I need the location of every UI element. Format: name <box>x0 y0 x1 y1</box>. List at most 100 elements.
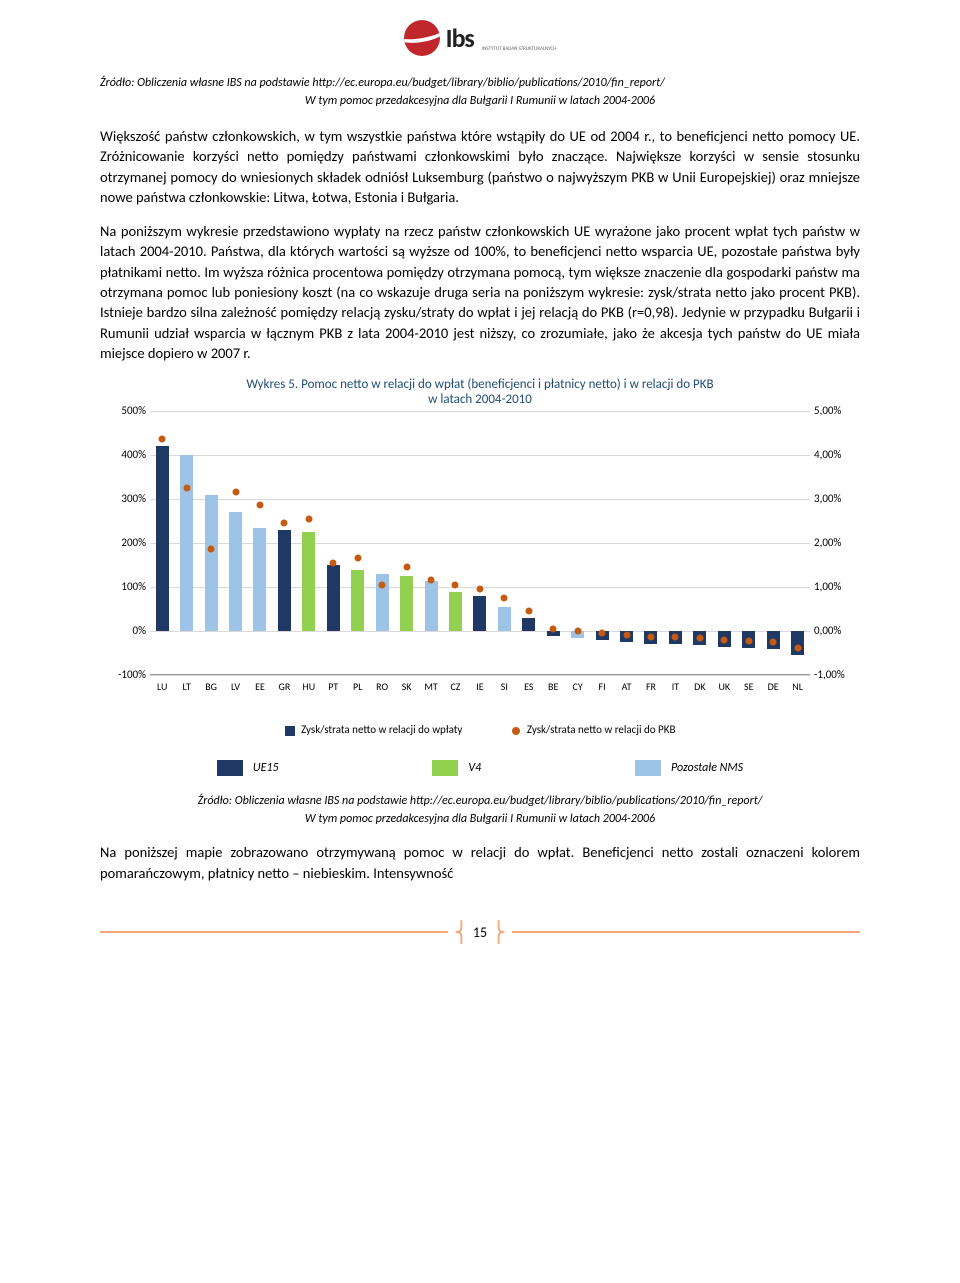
marker-dot <box>330 559 337 566</box>
y-right-label: 2,00% <box>814 536 860 549</box>
page-number: 15 <box>473 924 487 941</box>
paragraph-3: Na poniższej mapie zobrazowano otrzymywa… <box>100 842 860 883</box>
header-logo: Ibs INSTYTUT BADAŃ STRUKTURALNYCH <box>100 20 860 56</box>
x-label: BE <box>541 680 565 693</box>
bar-column <box>664 411 686 675</box>
x-label: FI <box>590 680 614 693</box>
x-label: UK <box>712 680 736 693</box>
bar <box>522 618 535 631</box>
x-label: RO <box>370 680 394 693</box>
bracket-right-icon: ⎬ <box>491 923 506 943</box>
marker-dot <box>501 594 508 601</box>
bar <box>278 530 291 631</box>
bar-column <box>713 411 735 675</box>
group-legend-label: Pozostałe NMS <box>671 761 743 775</box>
marker-dot <box>574 627 581 634</box>
bar <box>229 512 242 631</box>
paragraph-1: Większość państw członkowskich, w tym ws… <box>100 126 860 207</box>
y-left-label: 500% <box>100 404 146 417</box>
marker-dot <box>696 635 703 642</box>
bar-column <box>273 411 295 675</box>
bar-column <box>371 411 393 675</box>
bar-column <box>444 411 466 675</box>
chart-title-line1: Wykres 5. Pomoc netto w relacji do wpłat… <box>246 377 713 392</box>
x-label: MT <box>419 680 443 693</box>
chart: LULTBGLVEEGRHUPTPLROSKMTCZIESIESBECYFIAT… <box>100 411 860 711</box>
marker-dot <box>745 638 752 645</box>
marker-dot <box>599 630 606 637</box>
y-right-label: 5,00% <box>814 404 860 417</box>
source-top: Źródło: Obliczenia własne IBS na podstaw… <box>100 76 860 90</box>
bar-column <box>420 411 442 675</box>
y-left-label: 400% <box>100 448 146 461</box>
paragraph-2: Na poniższym wykresie przedstawiono wypł… <box>100 221 860 363</box>
bar <box>449 592 462 632</box>
bar-column <box>518 411 540 675</box>
bar <box>253 528 266 631</box>
note-top: W tym pomoc przedakcesyjna dla Bułgarii … <box>100 94 860 108</box>
bar-column <box>738 411 760 675</box>
y-right-label: 1,00% <box>814 580 860 593</box>
group-legend-item: V4 <box>432 760 481 776</box>
x-label: ES <box>517 680 541 693</box>
x-label: CZ <box>443 680 467 693</box>
bar-column <box>469 411 491 675</box>
x-label: LT <box>174 680 198 693</box>
y-right-label: 0,00% <box>814 624 860 637</box>
marker-dot <box>208 546 215 553</box>
bar-column <box>615 411 637 675</box>
bar-column <box>224 411 246 675</box>
marker-dot <box>379 581 386 588</box>
marker-dot <box>256 502 263 509</box>
y-left-label: 200% <box>100 536 146 549</box>
bar <box>498 607 511 631</box>
bar-column <box>762 411 784 675</box>
y-right-label: -1,00% <box>814 668 860 681</box>
x-label: HU <box>297 680 321 693</box>
legend-dot-swatch <box>512 727 520 735</box>
x-label: GR <box>272 680 296 693</box>
x-label: NL <box>785 680 809 693</box>
y-right-label: 4,00% <box>814 448 860 461</box>
logo-text: Ibs <box>446 22 474 54</box>
marker-dot <box>452 581 459 588</box>
marker-dot <box>428 577 435 584</box>
bar-column <box>542 411 564 675</box>
x-label: SI <box>492 680 516 693</box>
gridline <box>150 675 810 676</box>
marker-dot <box>770 638 777 645</box>
group-legend-label: V4 <box>468 761 481 775</box>
logo-icon <box>404 20 440 56</box>
x-label: CY <box>565 680 589 693</box>
bar-column <box>347 411 369 675</box>
bar-column <box>298 411 320 675</box>
bar-column <box>689 411 711 675</box>
bar-column <box>249 411 271 675</box>
marker-dot <box>721 636 728 643</box>
x-label: AT <box>614 680 638 693</box>
marker-dot <box>525 608 532 615</box>
x-label: SK <box>394 680 418 693</box>
marker-dot <box>794 645 801 652</box>
bar <box>205 495 218 631</box>
bar <box>400 576 413 631</box>
bar-column <box>322 411 344 675</box>
bar <box>180 455 193 631</box>
x-label: IE <box>468 680 492 693</box>
x-label: DE <box>761 680 785 693</box>
source-bottom: Źródło: Obliczenia własne IBS na podstaw… <box>100 794 860 808</box>
group-legend-label: UE15 <box>253 761 279 775</box>
x-label: DK <box>688 680 712 693</box>
bar <box>351 570 364 632</box>
marker-dot <box>305 515 312 522</box>
marker-dot <box>647 633 654 640</box>
page-footer: ⎨ 15 ⎬ <box>100 913 860 953</box>
y-left-label: 100% <box>100 580 146 593</box>
y-left-label: 300% <box>100 492 146 505</box>
group-legend: UE15 V4 Pozostałe NMS <box>160 760 800 776</box>
marker-dot <box>183 484 190 491</box>
x-label: PL <box>346 680 370 693</box>
group-legend-item: UE15 <box>217 760 279 776</box>
marker-dot <box>281 520 288 527</box>
x-label: BG <box>199 680 223 693</box>
